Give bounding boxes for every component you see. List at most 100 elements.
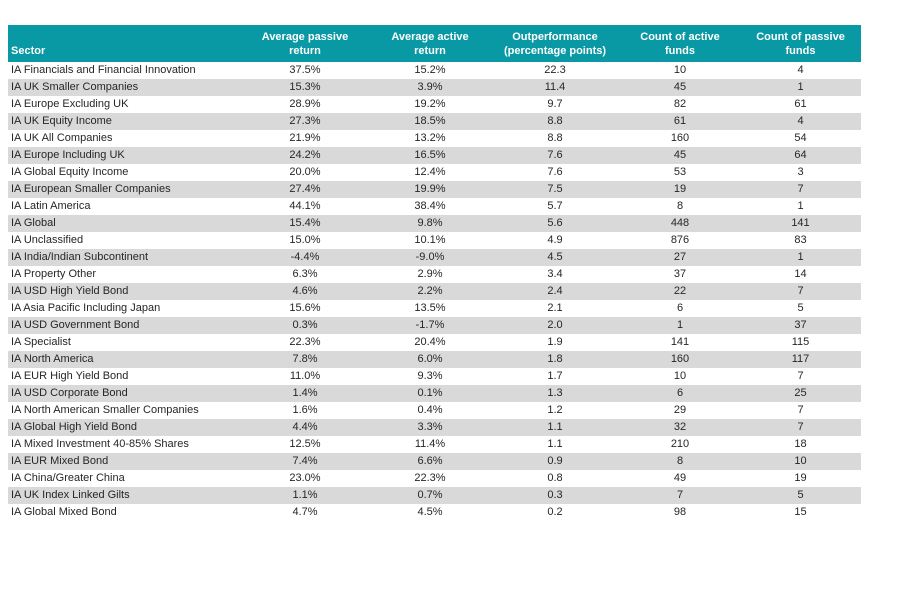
- sector-cell: IA EUR Mixed Bond: [11, 455, 109, 468]
- column-header-count-active-funds-line2: funds: [665, 45, 695, 58]
- table-row: IA UK All Companies 21.9% 13.2% 8.8 160 54: [8, 129, 861, 147]
- avg-passive-return-cell: 37.5%: [289, 64, 321, 77]
- avg-passive-return-cell: 23.0%: [289, 472, 321, 485]
- count-passive-funds-cell: 25: [794, 387, 807, 400]
- sector-cell: IA China/Greater China: [11, 472, 125, 485]
- column-header-count-active-funds-line1: Count of active: [640, 31, 720, 43]
- avg-active-return-cell: 2.9%: [417, 268, 443, 281]
- table-row: IA Mixed Investment 40-85% Shares 12.5% 11…: [8, 435, 861, 453]
- table-row: IA USD Government Bond 0.3% -1.7% 2.0 1 37: [8, 316, 861, 334]
- count-passive-funds-cell: 54: [794, 132, 807, 145]
- count-active-funds-cell: 32: [673, 421, 687, 434]
- count-active-funds-cell: 6: [676, 387, 684, 400]
- avg-active-return-cell: 15.2%: [414, 64, 446, 77]
- count-active-funds-cell: 448: [670, 217, 690, 230]
- table-row: IA UK Equity Income 27.3% 18.5% 8.8 61 4: [8, 112, 861, 130]
- count-active-funds-cell: 27: [673, 251, 687, 264]
- avg-passive-return-cell: 11.0%: [289, 370, 321, 383]
- count-active-funds-cell: 22: [673, 285, 687, 298]
- sector-cell: IA European Smaller Companies: [11, 183, 171, 196]
- count-passive-funds-cell: 4: [797, 115, 804, 128]
- count-passive-funds-cell: 14: [794, 268, 807, 281]
- outperformance-cell: 4.9: [547, 234, 563, 247]
- count-active-funds-cell: 7: [676, 489, 684, 502]
- report-page: Sector Average passive return Average activ…: [0, 25, 900, 592]
- outperformance-cell: 5.6: [547, 217, 563, 230]
- avg-passive-return-cell: 15.3%: [289, 81, 321, 94]
- count-passive-funds-cell: 19: [794, 472, 807, 485]
- sector-cell: IA Specialist: [11, 336, 71, 349]
- count-passive-funds-cell: 10: [794, 455, 807, 468]
- column-header-count-passive-funds-line1: Count of passive: [756, 31, 845, 43]
- outperformance-cell: 1.1: [547, 438, 563, 451]
- outperformance-cell: 22.3: [544, 64, 566, 77]
- avg-active-return-cell: 9.3%: [417, 370, 443, 383]
- table-row: IA Europe Including UK 24.2% 16.5% 7.6 45 64: [8, 146, 861, 164]
- avg-active-return-cell: -1.7%: [415, 319, 445, 332]
- table-row: IA Asia Pacific Including Japan 15.6% 13.5…: [8, 299, 861, 317]
- avg-passive-return-cell: 4.7%: [292, 506, 318, 519]
- avg-passive-return-cell: 22.3%: [289, 336, 321, 349]
- column-header-outperformance-line1: Outperformance: [512, 31, 598, 43]
- sector-cell: IA North America: [11, 353, 94, 366]
- count-active-funds-cell: 82: [673, 98, 687, 111]
- avg-active-return-cell: 18.5%: [414, 115, 446, 128]
- count-passive-funds-cell: 18: [794, 438, 807, 451]
- outperformance-cell: 5.7: [547, 200, 563, 213]
- table-row: IA Latin America 44.1% 38.4% 5.7 8 1: [8, 197, 861, 215]
- count-passive-funds-cell: 1: [797, 251, 804, 264]
- count-active-funds-cell: 10: [673, 64, 687, 77]
- count-passive-funds-cell: 5: [797, 489, 804, 502]
- sector-cell: IA USD Government Bond: [11, 319, 140, 332]
- sector-cell: IA Mixed Investment 40-85% Shares: [11, 438, 189, 451]
- outperformance-cell: 1.7: [547, 370, 563, 383]
- count-active-funds-cell: 6: [676, 302, 684, 315]
- column-header-count-active-funds: Count of active funds: [620, 25, 740, 62]
- avg-passive-return-cell: 24.2%: [289, 149, 321, 162]
- avg-active-return-cell: 0.1%: [417, 387, 443, 400]
- count-passive-funds-cell: 1: [797, 200, 804, 213]
- avg-active-return-cell: 20.4%: [414, 336, 446, 349]
- column-header-avg-active-return-line2: return: [414, 45, 446, 58]
- column-header-avg-active-return: Average active return: [370, 25, 490, 62]
- sector-cell: IA Global: [11, 217, 56, 230]
- count-active-funds-cell: 160: [670, 353, 690, 366]
- avg-passive-return-cell: 15.6%: [289, 302, 321, 315]
- outperformance-cell: 2.4: [547, 285, 563, 298]
- table-row: IA Global 15.4% 9.8% 5.6 448 141: [8, 214, 861, 232]
- outperformance-cell: 7.5: [547, 183, 563, 196]
- table-row: IA China/Greater China 23.0% 22.3% 0.8 49 19: [8, 469, 861, 487]
- avg-active-return-cell: 2.2%: [417, 285, 443, 298]
- header-row: Sector Average passive return Average activ…: [8, 25, 861, 62]
- sector-cell: IA Financials and Financial Innovation: [11, 64, 196, 77]
- avg-passive-return-cell: 1.6%: [292, 404, 318, 417]
- avg-active-return-cell: 11.4%: [414, 438, 446, 451]
- count-active-funds-cell: 210: [670, 438, 690, 451]
- table-row: IA North America 7.8% 6.0% 1.8 160 117: [8, 350, 861, 368]
- avg-passive-return-cell: 7.4%: [292, 455, 318, 468]
- sector-cell: IA Europe Including UK: [11, 149, 125, 162]
- table-row: IA Global Equity Income 20.0% 12.4% 7.6 53 3: [8, 163, 861, 181]
- avg-passive-return-cell: 4.4%: [292, 421, 318, 434]
- sector-cell: IA Property Other: [11, 268, 96, 281]
- sector-cell: IA EUR High Yield Bond: [11, 370, 129, 383]
- sector-cell: IA Unclassified: [11, 234, 84, 247]
- avg-passive-return-cell: 7.8%: [292, 353, 318, 366]
- avg-active-return-cell: 13.2%: [414, 132, 446, 145]
- table-row: IA North American Smaller Companies 1.6% 0…: [8, 401, 861, 419]
- avg-passive-return-cell: 0.3%: [292, 319, 318, 332]
- avg-passive-return-cell: -4.4%: [290, 251, 320, 264]
- column-header-avg-active-return-line1: Average active: [391, 31, 469, 43]
- sector-cell: IA Global Equity Income: [11, 166, 129, 179]
- sector-performance-table: Sector Average passive return Average activ…: [8, 25, 861, 521]
- outperformance-cell: 4.5: [547, 251, 563, 264]
- avg-active-return-cell: 10.1%: [414, 234, 446, 247]
- count-passive-funds-cell: 7: [797, 404, 804, 417]
- sector-cell: IA UK Equity Income: [11, 115, 112, 128]
- count-active-funds-cell: 53: [673, 166, 687, 179]
- outperformance-cell: 9.7: [547, 98, 563, 111]
- table-row: IA Financials and Financial Innovation 37…: [8, 61, 861, 79]
- count-active-funds-cell: 37: [673, 268, 687, 281]
- count-active-funds-cell: 61: [673, 115, 687, 128]
- count-passive-funds-cell: 61: [794, 98, 807, 111]
